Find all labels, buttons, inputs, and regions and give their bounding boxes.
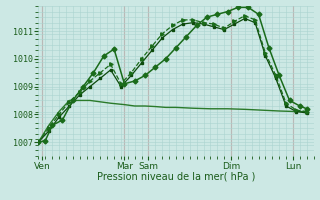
X-axis label: Pression niveau de la mer( hPa ): Pression niveau de la mer( hPa ) bbox=[97, 172, 255, 182]
